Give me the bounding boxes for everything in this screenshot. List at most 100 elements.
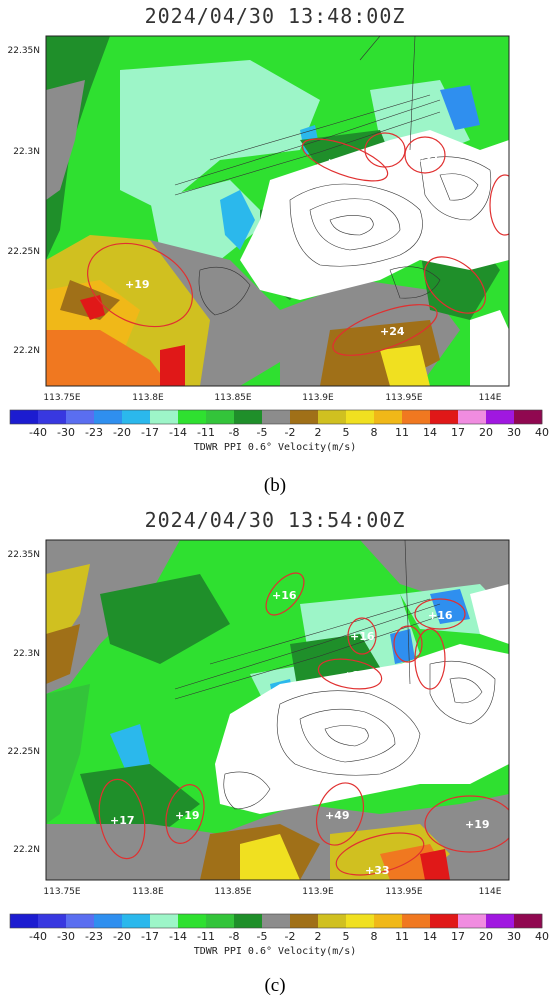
colorbar-tick-label: -2 bbox=[285, 930, 296, 943]
lat-tick: 22.25N bbox=[8, 747, 41, 757]
colorbar-swatch bbox=[402, 914, 431, 928]
lat-tick-labels: 22.35N 22.3N 22.25N 22.2N bbox=[8, 46, 41, 356]
annotation-label: +12 bbox=[372, 147, 397, 160]
colorbar-tick-label: -5 bbox=[257, 426, 268, 439]
colorbar-swatch bbox=[38, 914, 67, 928]
colorbar-swatch bbox=[346, 914, 375, 928]
colorbar-swatch bbox=[234, 914, 263, 928]
annotation-label: +19 bbox=[465, 818, 490, 831]
panel-c-map: +16 +16 +18 +16 +17 +19 +19 +33 +49 22.3… bbox=[8, 539, 549, 957]
colorbar-swatch bbox=[66, 914, 95, 928]
colorbar-swatch bbox=[318, 914, 347, 928]
colorbar-tick-label: 30 bbox=[507, 426, 521, 439]
colorbar: -40 -30 -23 -20 -17 -14 -11 -8 -5 -2 2 5 8 11 14 17 20 30… bbox=[9, 913, 549, 943]
lon-tick: 114E bbox=[479, 393, 502, 403]
lat-tick-labels: 22.35N 22.3N 22.25N 22.2N bbox=[8, 550, 41, 855]
colorbar-swatch bbox=[346, 410, 375, 424]
colorbar-tick-label: 11 bbox=[395, 930, 409, 943]
colorbar-tick-label: -14 bbox=[169, 426, 187, 439]
colorbar-swatch bbox=[178, 914, 207, 928]
colorbar-tick-label: 2 bbox=[315, 930, 322, 943]
lon-tick: 113.9E bbox=[302, 393, 334, 403]
colorbar-swatch bbox=[486, 410, 515, 424]
lon-tick: 113.85E bbox=[214, 393, 251, 403]
colorbar: -40 -30 -23 -20 -17 -14 -11 -8 -5 -2 2 5 8 11 14 17 20 30… bbox=[9, 409, 549, 439]
colorbar-tick-label: -30 bbox=[57, 930, 75, 943]
colorbar-tick-label: -20 bbox=[113, 930, 131, 943]
panel-b-title: 2024/04/30 13:48:00Z bbox=[144, 4, 406, 28]
colorbar-tick-label: -20 bbox=[113, 426, 131, 439]
lat-tick: 22.35N bbox=[8, 550, 41, 560]
colorbar-tick-label: 20 bbox=[479, 930, 493, 943]
colorbar-tick-label: -17 bbox=[141, 930, 159, 943]
lon-tick-labels: 113.75E 113.8E 113.85E 113.9E 113.95E 11… bbox=[43, 393, 501, 403]
colorbar-swatch bbox=[38, 410, 67, 424]
lat-tick: 22.2N bbox=[13, 845, 40, 855]
panel-c-title: 2024/04/30 13:54:00Z bbox=[144, 508, 406, 532]
panel-b-caption: (b) bbox=[263, 475, 287, 496]
colorbar-tick-label: 17 bbox=[451, 426, 465, 439]
annotation-label: +17 bbox=[110, 814, 135, 827]
annotation-label: +16 bbox=[350, 630, 375, 643]
colorbar-border bbox=[9, 913, 543, 929]
colorbar-swatch bbox=[150, 410, 179, 424]
colorbar-tick-label: 14 bbox=[423, 930, 437, 943]
colorbar-tick-label: -2 bbox=[285, 426, 296, 439]
colorbar-swatch bbox=[486, 914, 515, 928]
colorbar-title: TDWR PPI 0.6° Velocity(m/s) bbox=[194, 442, 357, 453]
colorbar-swatch bbox=[122, 914, 151, 928]
lon-tick: 113.9E bbox=[302, 887, 334, 897]
annotation-label: +24 bbox=[380, 325, 405, 338]
colorbar-swatch bbox=[290, 914, 319, 928]
colorbar-swatch bbox=[402, 410, 431, 424]
colorbar-tick-label: -11 bbox=[197, 930, 215, 943]
colorbar-swatch bbox=[66, 410, 95, 424]
colorbar-tick-label: -8 bbox=[229, 930, 240, 943]
colorbar-tick-label: 30 bbox=[507, 930, 521, 943]
colorbar-tick-label: 5 bbox=[343, 426, 350, 439]
colorbar-tick-label: 40 bbox=[535, 426, 549, 439]
colorbar-tick-label: 14 bbox=[423, 426, 437, 439]
colorbar-swatch bbox=[430, 914, 459, 928]
colorbar-swatch bbox=[458, 410, 487, 424]
colorbar-tick-label: 11 bbox=[395, 426, 409, 439]
lon-tick: 113.95E bbox=[385, 887, 422, 897]
colorbar-title: TDWR PPI 0.6° Velocity(m/s) bbox=[194, 946, 357, 957]
colorbar-tick-label: -14 bbox=[169, 930, 187, 943]
colorbar-swatch bbox=[206, 410, 235, 424]
lat-tick: 22.3N bbox=[13, 649, 40, 659]
colorbar-swatch bbox=[94, 410, 123, 424]
lon-tick: 113.85E bbox=[214, 887, 251, 897]
colorbar-tick-label: -23 bbox=[85, 930, 103, 943]
colorbar-swatch bbox=[514, 410, 543, 424]
lon-tick: 113.75E bbox=[43, 887, 80, 897]
colorbar-tick-label: 40 bbox=[535, 930, 549, 943]
colorbar-swatch bbox=[122, 410, 151, 424]
annotation-label: +49 bbox=[325, 809, 350, 822]
colorbar-swatch bbox=[430, 410, 459, 424]
lon-tick: 113.75E bbox=[43, 393, 80, 403]
annotation-label: +16 bbox=[272, 589, 297, 602]
colorbar-tick-label: -40 bbox=[29, 426, 47, 439]
annotation-label: +19 bbox=[125, 278, 150, 291]
annotation-label: +18 bbox=[343, 669, 368, 682]
lon-tick: 113.95E bbox=[385, 393, 422, 403]
colorbar-swatch bbox=[10, 914, 39, 928]
colorbar-tick-label: 8 bbox=[371, 930, 378, 943]
velocity-field: +22 +12 +21 +19 +24 bbox=[46, 36, 509, 386]
lon-tick: 113.8E bbox=[132, 393, 164, 403]
colorbar-tick-label: -40 bbox=[29, 930, 47, 943]
colorbar-tick-label: 20 bbox=[479, 426, 493, 439]
colorbar-swatch bbox=[262, 914, 291, 928]
colorbar-swatch bbox=[178, 410, 207, 424]
lon-tick: 114E bbox=[479, 887, 502, 897]
colorbar-tick-label: -17 bbox=[141, 426, 159, 439]
colorbar-swatch bbox=[290, 410, 319, 424]
colorbar-border bbox=[9, 409, 543, 425]
colorbar-tick-label: 2 bbox=[315, 426, 322, 439]
colorbar-swatch bbox=[206, 914, 235, 928]
annotation-label: +21 bbox=[415, 152, 440, 165]
colorbar-tick-label: -23 bbox=[85, 426, 103, 439]
lat-tick: 22.2N bbox=[13, 346, 40, 356]
colorbar-swatch bbox=[374, 410, 403, 424]
